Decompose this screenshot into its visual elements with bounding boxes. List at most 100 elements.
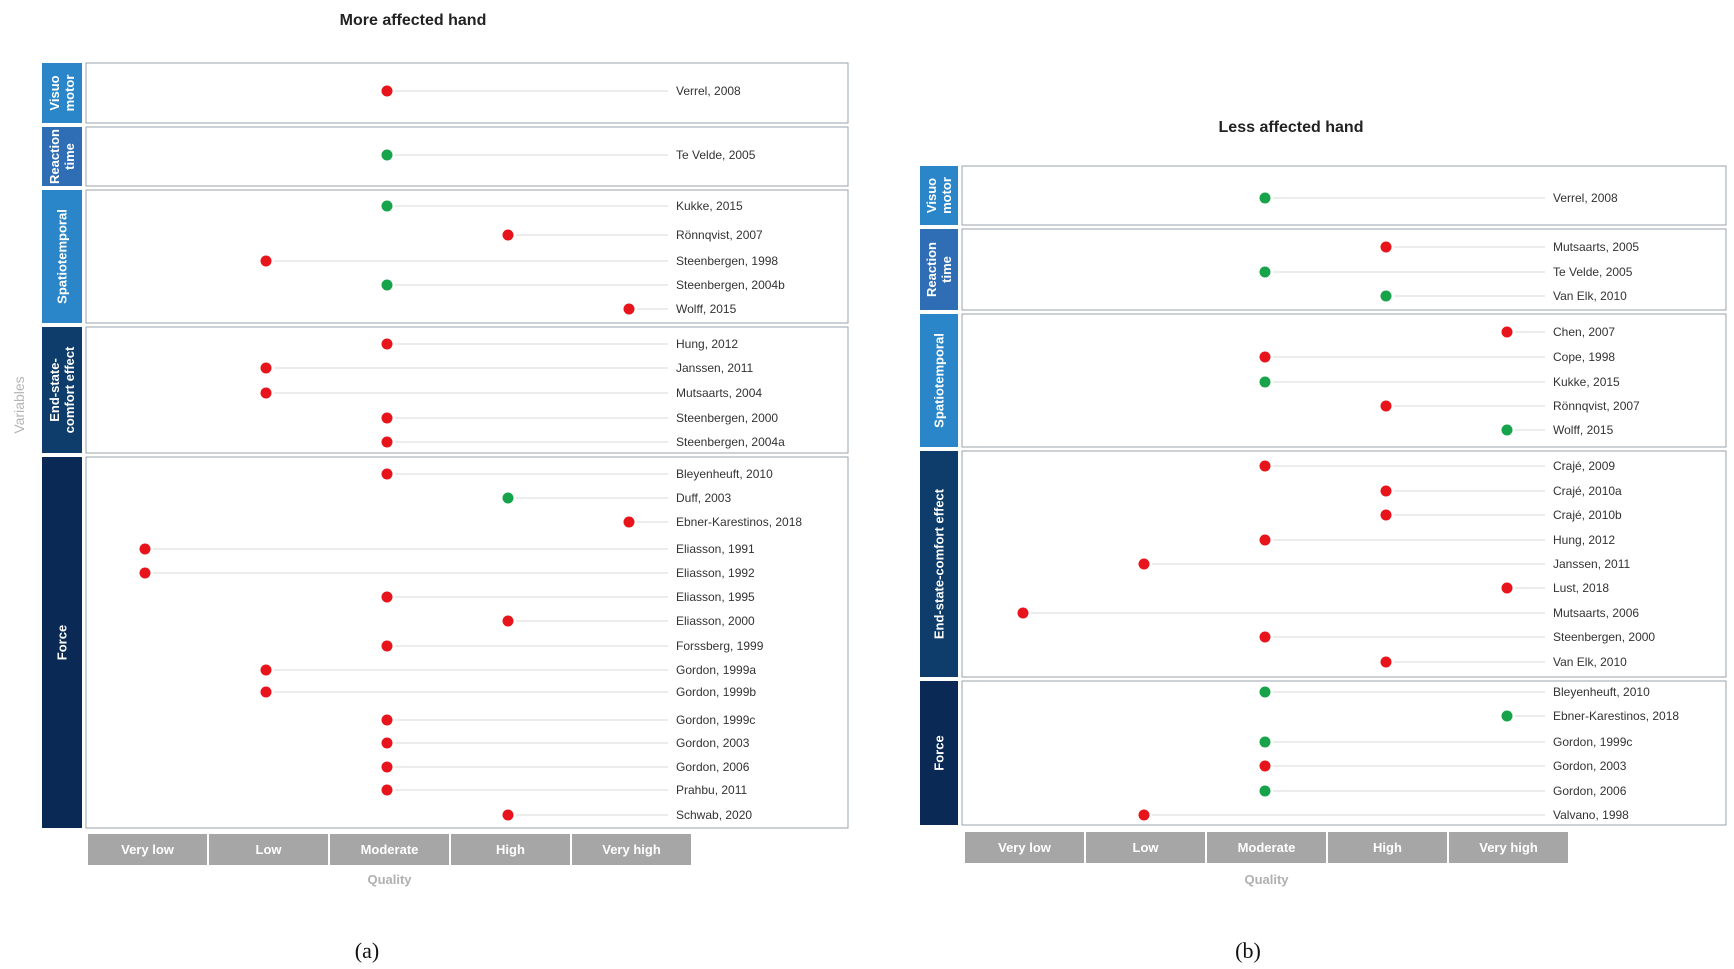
group-plot-box: [961, 313, 1727, 448]
category-box: [920, 681, 958, 825]
study-dot-red: [1259, 534, 1271, 546]
quality-box: [572, 834, 691, 865]
study-dot-red: [623, 516, 635, 528]
study-label: Van Elk, 2010: [1553, 289, 1627, 303]
study-label: Lust, 2018: [1553, 581, 1609, 595]
panel-a: More affected hand Visuomotor Verrel, 2008…: [42, 12, 849, 963]
study-label: Gordon, 1999c: [676, 713, 755, 727]
study-dot-green: [1501, 710, 1513, 722]
group-plot-box: [961, 680, 1727, 826]
study-label: Crajé, 2010b: [1553, 508, 1622, 522]
study-dot-green: [1501, 424, 1513, 436]
category-label: Force: [55, 625, 70, 660]
group-plot-box: [961, 165, 1727, 226]
study-label: Bleyenheuft, 2010: [1553, 685, 1650, 699]
study-label: Schwab, 2020: [676, 808, 752, 822]
category-label-line: Spatiotemporal: [932, 333, 947, 428]
study-label: Janssen, 2011: [1553, 557, 1630, 571]
study-label: Eliasson, 1992: [676, 566, 755, 580]
group-plot-box: [961, 450, 1727, 678]
study-dot-green: [381, 279, 393, 291]
x-axis-label: Quality: [1244, 872, 1289, 887]
study-dot-red: [1501, 326, 1513, 338]
study-label: Gordon, 2006: [1553, 784, 1627, 798]
category-label: Force: [932, 735, 947, 770]
study-label: Bleyenheuft, 2010: [676, 467, 773, 481]
study-label: Duff, 2003: [676, 491, 731, 505]
category-label-line: motor: [62, 75, 77, 112]
study-label: Janssen, 2011: [676, 361, 753, 375]
category-box: [42, 63, 82, 123]
category-label: Visuomotor: [924, 177, 954, 214]
study-label: Verrel, 2008: [1553, 191, 1618, 205]
study-label: Mutsaarts, 2004: [676, 386, 762, 400]
variable-group: End-state-comfort effect Crajé, 2009 Crajé…: [920, 450, 1727, 678]
study-dot-red: [1138, 809, 1150, 821]
category-label-line: Reaction: [924, 242, 939, 297]
category-label: Visuomotor: [47, 75, 77, 112]
study-dot-red: [1259, 631, 1271, 643]
study-label: Gordon, 1999a: [676, 663, 756, 677]
quality-box: [1207, 832, 1326, 863]
panel-label: (b): [1235, 938, 1261, 963]
study-dot-green: [1259, 785, 1271, 797]
quality-tick-label: Very high: [602, 842, 661, 857]
quality-box: [965, 832, 1084, 863]
study-label: Cope, 1998: [1553, 350, 1615, 364]
study-label: Ebner-Karestinos, 2018: [676, 515, 802, 529]
study-label: Steenbergen, 2000: [676, 411, 778, 425]
category-box: [920, 166, 958, 225]
category-label-line: time: [939, 256, 954, 283]
study-label: Rönnqvist, 2007: [1553, 399, 1640, 413]
category-box: [42, 127, 82, 186]
category-label: End-state-comfort effect: [47, 346, 77, 433]
study-dot-red: [381, 737, 393, 749]
x-axis-label: Quality: [367, 872, 412, 887]
panel-label: (a): [355, 938, 379, 963]
study-dot-red: [381, 338, 393, 350]
study-label: Wolff, 2015: [676, 302, 737, 316]
study-label: Steenbergen, 2004a: [676, 435, 785, 449]
study-label: Van Elk, 2010: [1553, 655, 1627, 669]
study-label: Te Velde, 2005: [1553, 265, 1633, 279]
study-dot-green: [502, 492, 514, 504]
study-dot-red: [381, 640, 393, 652]
study-dot-red: [1380, 241, 1392, 253]
quality-tick-label: Low: [1133, 840, 1160, 855]
category-label-line: Visuo: [47, 75, 62, 110]
study-dot-red: [260, 387, 272, 399]
category-label-line: Spatiotemporal: [55, 209, 70, 304]
study-dot-red: [623, 303, 635, 315]
chart-title: Less affected hand: [1219, 119, 1364, 136]
study-label: Te Velde, 2005: [676, 148, 756, 162]
category-label: Spatiotemporal: [55, 209, 70, 304]
group-plot-box: [85, 62, 849, 124]
study-dot-red: [139, 543, 151, 555]
study-label: Verrel, 2008: [676, 84, 741, 98]
category-box: [42, 190, 82, 323]
study-label: Gordon, 2003: [676, 736, 750, 750]
quality-tick-label: Moderate: [1238, 840, 1296, 855]
category-label-line: motor: [939, 177, 954, 214]
study-dot-red: [1501, 582, 1513, 594]
study-dot-red: [502, 809, 514, 821]
variable-group: Reactiontime Te Velde, 2005: [42, 126, 849, 187]
study-dot-red: [381, 714, 393, 726]
quality-box: [330, 834, 449, 865]
study-dot-red: [1259, 760, 1271, 772]
variable-group: Spatiotemporal Chen, 2007 Cope, 1998 Kukke,…: [920, 313, 1727, 448]
panel-b: Less affected hand Visuomotor Verrel, 2008…: [920, 119, 1727, 963]
study-label: Eliasson, 2000: [676, 614, 755, 628]
study-dot-red: [1380, 656, 1392, 668]
study-dot-red: [260, 255, 272, 267]
category-label: Reactiontime: [924, 242, 954, 297]
study-dot-green: [1259, 266, 1271, 278]
study-dot-red: [260, 686, 272, 698]
category-label: End-state-comfort effect: [932, 488, 947, 639]
variable-group: Force Bleyenheuft, 2010 Ebner-Karestinos, …: [920, 680, 1727, 826]
study-label: Eliasson, 1995: [676, 590, 755, 604]
quality-tick-label: Low: [256, 842, 283, 857]
category-box: [920, 314, 958, 447]
